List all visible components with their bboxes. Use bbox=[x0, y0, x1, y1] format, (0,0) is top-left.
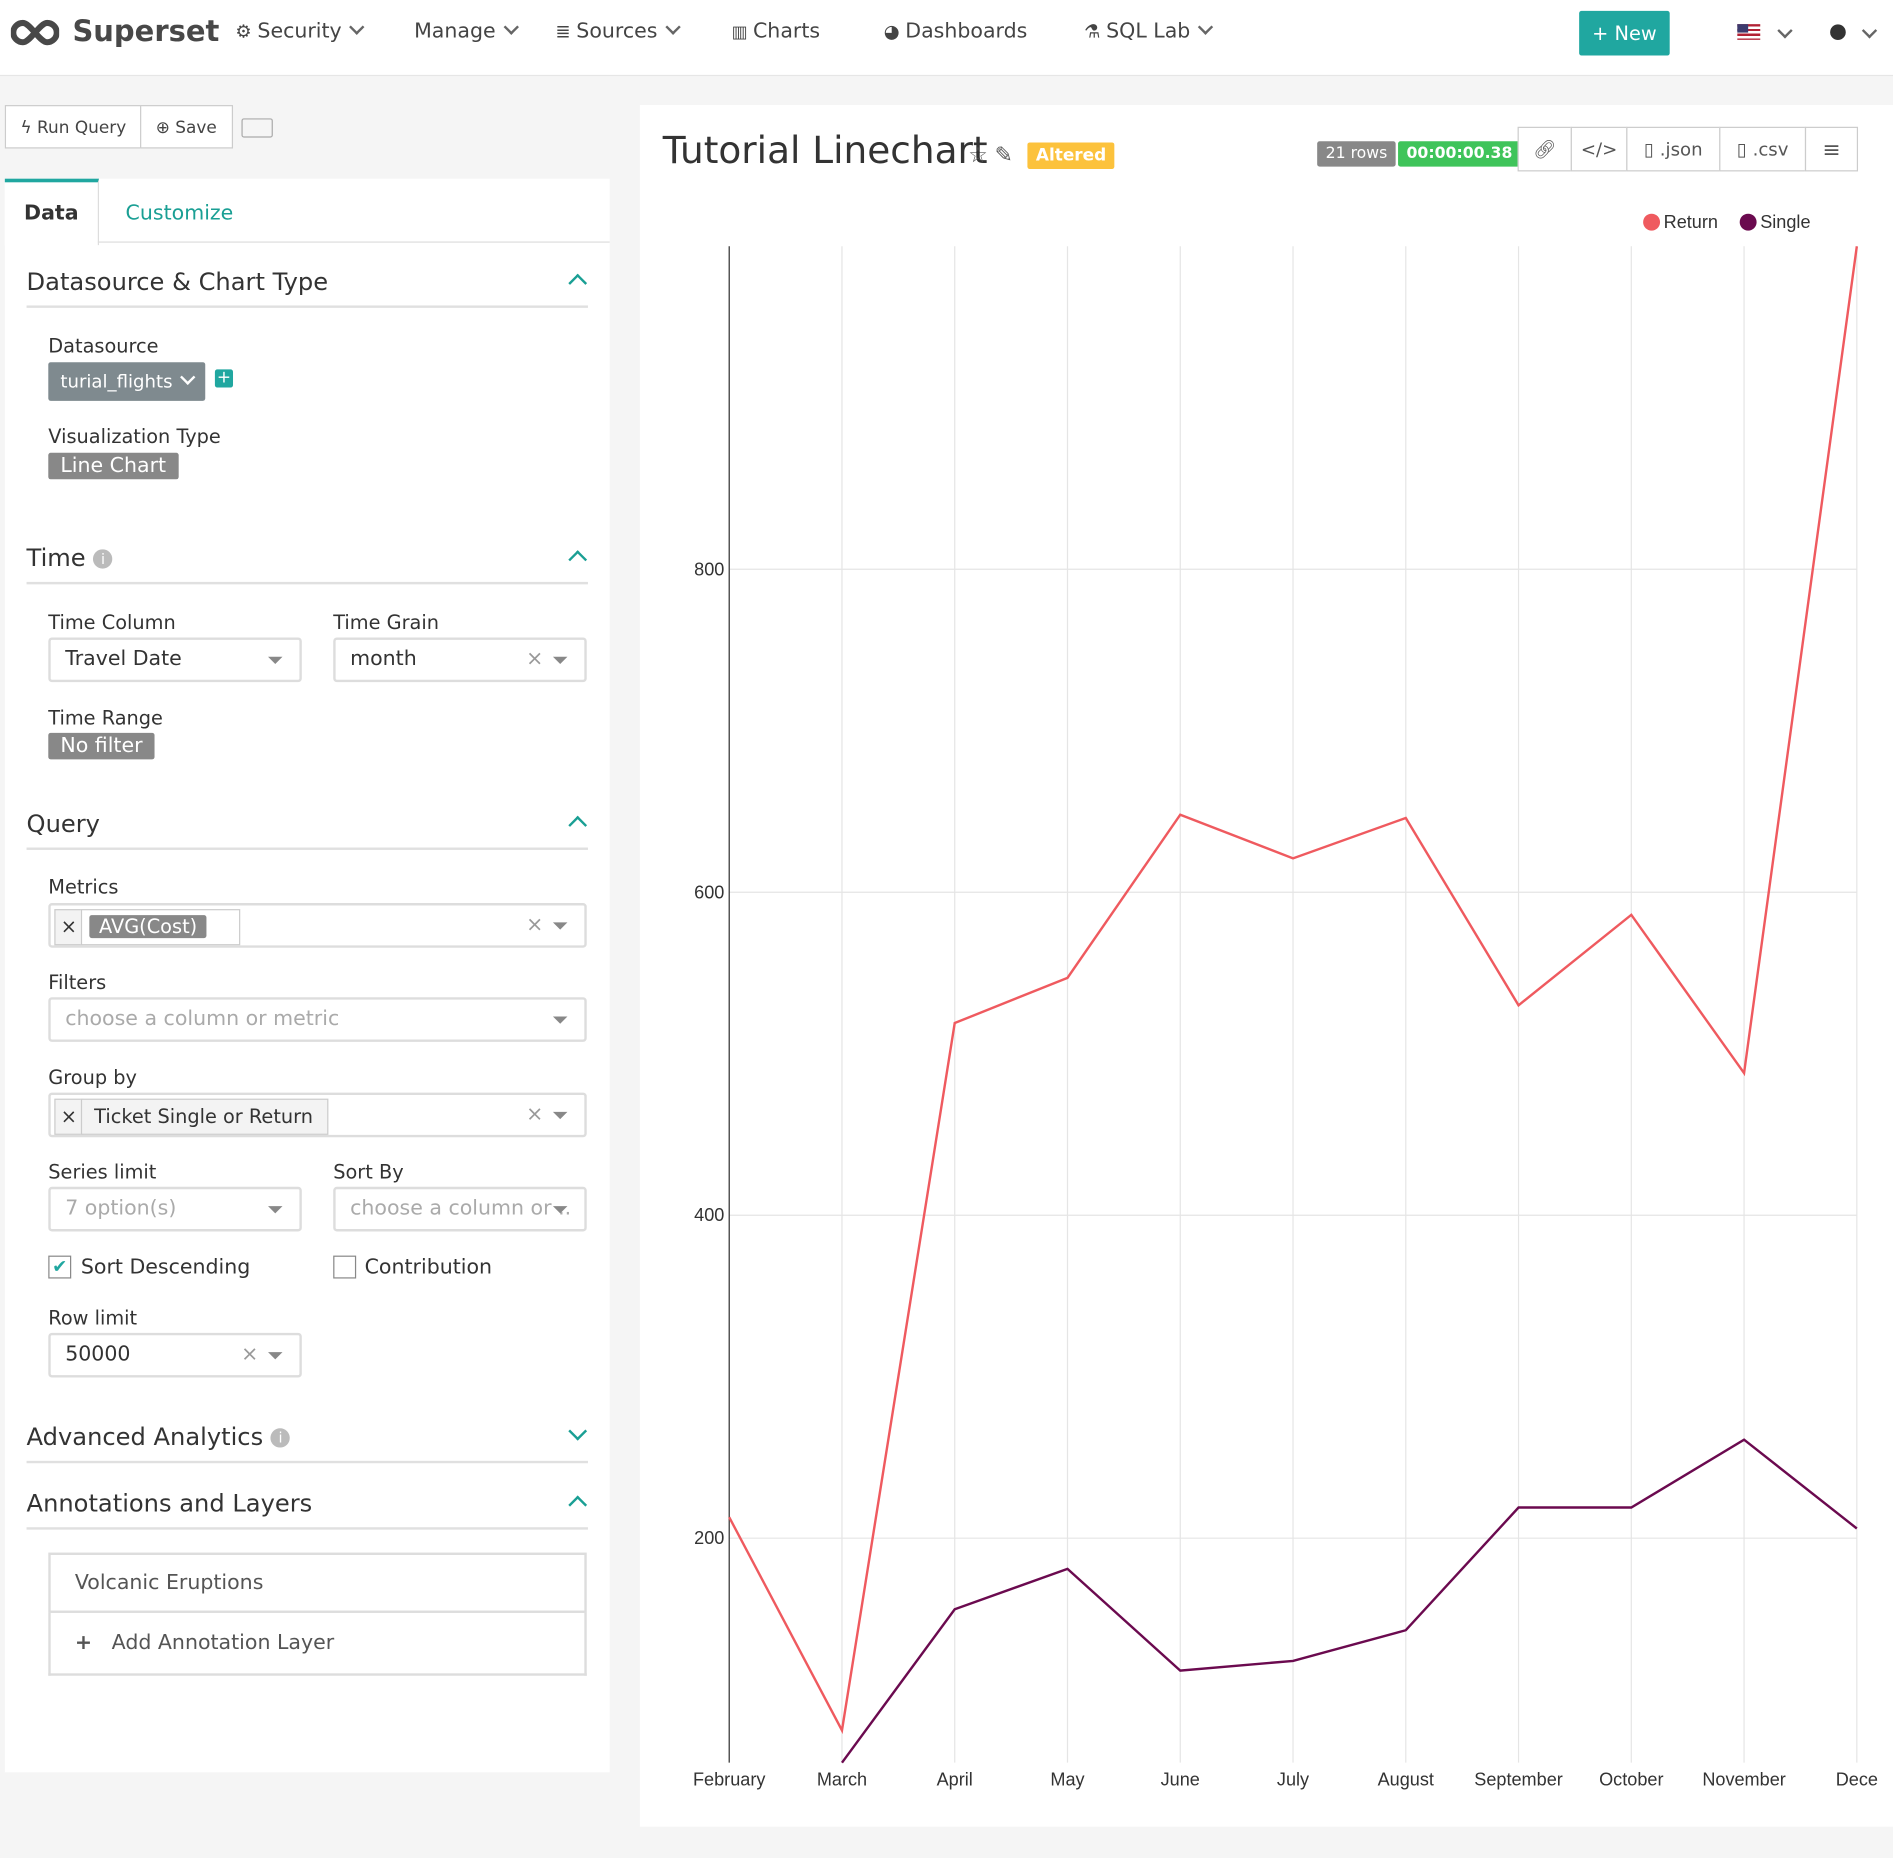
tab[interactable]: Data bbox=[4, 178, 99, 246]
remove[interactable]: × bbox=[54, 1098, 84, 1135]
row-limit-select[interactable]: 50000 × bbox=[48, 1332, 302, 1378]
query-duration: 00:00:00.38 bbox=[1398, 141, 1521, 167]
add-annotation-layer[interactable]: + Add Annotation Layer bbox=[48, 1612, 587, 1676]
divider bbox=[26, 1460, 588, 1464]
run-query-button[interactable]: ϟ Run Query bbox=[4, 105, 142, 149]
favorite-icon[interactable]: ☆ ✎ bbox=[968, 142, 1013, 168]
x-tick-label: March bbox=[817, 1770, 867, 1790]
x-tick-label: July bbox=[1277, 1770, 1310, 1790]
label: Time Grain bbox=[333, 610, 439, 634]
save-button[interactable]: ⊕ Save bbox=[140, 105, 233, 149]
label: Group by bbox=[48, 1066, 137, 1089]
embed-button[interactable]: </> bbox=[1570, 126, 1628, 172]
label: Visualization Type bbox=[48, 424, 221, 448]
series-line bbox=[728, 246, 1859, 1735]
divider bbox=[26, 847, 588, 850]
json-button[interactable]: ▯ .json bbox=[1626, 126, 1721, 172]
pill: Ticket Single or Return bbox=[80, 1098, 329, 1135]
nav-item[interactable]: Manage bbox=[414, 19, 519, 43]
series-limit-select[interactable]: 7 option(s) bbox=[48, 1186, 302, 1232]
x-tick-label: April bbox=[937, 1770, 973, 1790]
label: Time Column bbox=[48, 610, 176, 634]
y-tick-label: 200 bbox=[694, 1528, 724, 1548]
divider bbox=[26, 305, 588, 308]
label: Metrics bbox=[48, 875, 119, 899]
label: Datasource bbox=[48, 334, 159, 358]
chart-title: Tutorial Linechart bbox=[662, 129, 988, 173]
add-datasource[interactable]: + bbox=[214, 368, 234, 388]
x-tick-label: May bbox=[1050, 1770, 1085, 1790]
csv-button[interactable]: ▯ .csv bbox=[1719, 126, 1807, 172]
x-tick-label: September bbox=[1474, 1770, 1563, 1790]
control-panel: Data Customize bbox=[4, 178, 610, 1773]
filters-select[interactable]: choose a column or metric bbox=[48, 997, 587, 1042]
divider bbox=[26, 1527, 588, 1530]
label: Sort By bbox=[333, 1160, 404, 1184]
nav-item[interactable]: ◕ Dashboards bbox=[883, 19, 1028, 44]
x-tick-label: February bbox=[693, 1770, 766, 1790]
checkbox-label[interactable]: Contribution bbox=[364, 1255, 493, 1280]
tab-border bbox=[97, 241, 610, 243]
y-tick-label: 400 bbox=[694, 1205, 724, 1225]
label: Series limit bbox=[48, 1160, 157, 1184]
nav-item[interactable]: ≣ Sources bbox=[555, 19, 681, 43]
altered-badge: Altered bbox=[1027, 142, 1115, 170]
remove[interactable]: × bbox=[54, 909, 84, 946]
checkbox-label[interactable]: Sort Descending bbox=[80, 1255, 251, 1280]
x-tick-label: Dece bbox=[1836, 1770, 1878, 1790]
row-count: 21 rows bbox=[1317, 141, 1396, 167]
label: Filters bbox=[48, 970, 107, 994]
y-tick-label: 800 bbox=[694, 559, 724, 579]
nav-item[interactable]: ▥ Charts bbox=[731, 19, 821, 44]
new-button[interactable]: + New bbox=[1579, 10, 1670, 56]
line-chart: February March April May June July August Septe… bbox=[693, 212, 1878, 1790]
section-title[interactable]: Query bbox=[26, 808, 100, 838]
sort-by-select[interactable]: choose a column or .. bbox=[333, 1186, 587, 1232]
legend-label: Single bbox=[1760, 212, 1810, 232]
series-line bbox=[840, 1438, 1858, 1764]
brand[interactable]: Superset bbox=[72, 14, 220, 49]
nav-item[interactable]: ⚙ Security bbox=[235, 19, 365, 43]
link-button[interactable]: 🔗︎ bbox=[1517, 126, 1572, 172]
user-menu[interactable]: ● bbox=[1829, 19, 1847, 44]
datasource-select[interactable]: turial_flights bbox=[48, 362, 206, 401]
legend-label: Return bbox=[1664, 212, 1718, 232]
keyboard-icon[interactable] bbox=[241, 118, 273, 138]
caret bbox=[1861, 23, 1878, 39]
pill: AVG(Cost) bbox=[80, 909, 241, 946]
chart-panel: Tutorial Linechart ☆ ✎ Altered 21 rows 0… bbox=[639, 105, 1893, 1827]
label: Time Range bbox=[48, 706, 163, 730]
section-title[interactable]: Time i bbox=[27, 543, 113, 572]
legend-marker bbox=[1643, 213, 1661, 231]
x-tick-label: June bbox=[1161, 1770, 1200, 1790]
logo bbox=[10, 19, 60, 46]
tab[interactable]: Customize bbox=[125, 201, 234, 226]
menu-button[interactable]: ≡ bbox=[1804, 126, 1859, 172]
section-title[interactable]: Annotations and Layers bbox=[26, 1488, 313, 1518]
section-title[interactable]: Datasource & Chart Type bbox=[26, 266, 329, 296]
nav-item[interactable]: ⚗ SQL Lab bbox=[1084, 19, 1214, 43]
x-tick-label: October bbox=[1599, 1770, 1663, 1790]
y-tick-label: 600 bbox=[694, 882, 724, 902]
legend-marker bbox=[1739, 213, 1757, 231]
caret bbox=[1777, 23, 1793, 39]
x-tick-label: August bbox=[1378, 1770, 1434, 1790]
x-tick-label: November bbox=[1702, 1770, 1785, 1790]
time-range[interactable]: No filter bbox=[48, 732, 155, 760]
divider bbox=[26, 581, 588, 585]
section-title[interactable]: Advanced Analytics i bbox=[27, 1422, 291, 1451]
language-flag[interactable] bbox=[1737, 24, 1761, 40]
checkbox[interactable] bbox=[333, 1255, 357, 1279]
groupby-select[interactable]: × Ticket Single or Return × bbox=[48, 1092, 587, 1138]
navbar: Superset ⚙ Security Manage ≣ Sources ▥ C… bbox=[0, 0, 1893, 77]
checkbox[interactable]: ✔ bbox=[48, 1255, 72, 1279]
viz-type[interactable]: Line Chart bbox=[48, 452, 179, 480]
label: Row limit bbox=[48, 1306, 138, 1330]
annotation-layer[interactable]: Volcanic Eruptions bbox=[48, 1552, 587, 1613]
metrics-select[interactable]: × AVG(Cost) × bbox=[48, 903, 587, 948]
time-grain-select[interactable]: month × bbox=[333, 637, 587, 683]
time-column-select[interactable]: Travel Date bbox=[48, 637, 302, 683]
